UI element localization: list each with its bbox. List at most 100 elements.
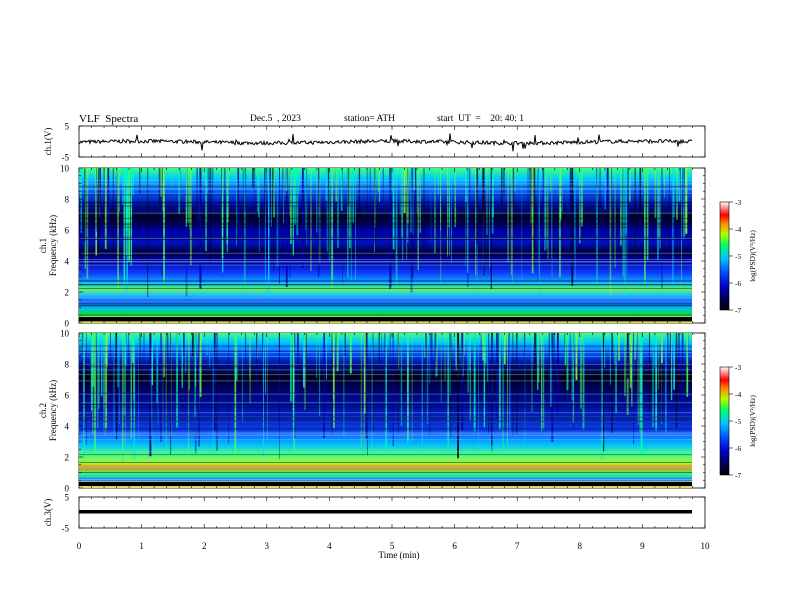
sferic-streak	[490, 168, 492, 290]
ch1-colorbar-tick-label: -4	[735, 225, 741, 234]
sferic-streak	[461, 333, 464, 431]
sferic-streak	[207, 168, 210, 253]
tone-line	[79, 412, 692, 414]
sferic-streak	[435, 333, 437, 377]
sferic-streak	[574, 168, 576, 253]
tone-line	[79, 212, 692, 214]
sferic-streak	[286, 168, 288, 191]
sferic-streak	[457, 333, 459, 459]
sferic-streak	[296, 333, 299, 393]
tone-line	[79, 403, 692, 405]
tone-line	[79, 302, 692, 304]
sferic-streak	[271, 168, 272, 227]
sferic-streak	[541, 333, 543, 431]
sferic-streak	[545, 168, 546, 240]
sferic-streak	[467, 333, 469, 393]
sferic-streak	[258, 168, 260, 217]
sferic-streak	[178, 168, 180, 215]
sferic-streak	[216, 333, 218, 451]
tone-line	[79, 321, 692, 322]
sferic-streak	[566, 333, 569, 391]
sferic-streak	[537, 333, 540, 383]
tone-line	[79, 260, 692, 262]
sferic-streak	[342, 168, 343, 284]
sferic-streak	[279, 168, 280, 284]
sferic-streak	[498, 333, 501, 430]
sferic-streak	[130, 333, 132, 439]
tone-line	[79, 454, 692, 456]
tone-line	[79, 314, 692, 316]
sferic-streak	[611, 333, 613, 434]
sferic-streak	[533, 168, 536, 266]
sferic-streak	[538, 168, 540, 293]
sferic-streak	[205, 168, 207, 252]
sferic-streak	[661, 333, 663, 423]
sferic-streak	[395, 168, 398, 295]
sferic-streak	[556, 333, 559, 415]
sferic-streak	[103, 168, 105, 220]
tone-line	[79, 477, 692, 479]
sferic-streak	[551, 333, 554, 442]
sferic-streak	[161, 168, 163, 277]
sferic-streak	[491, 333, 494, 389]
sferic-streak	[113, 333, 115, 435]
sferic-streak	[469, 333, 471, 421]
sferic-streak	[417, 168, 419, 270]
sferic-streak	[393, 168, 395, 244]
sferic-streak	[657, 168, 659, 260]
tone-line	[79, 462, 692, 463]
sferic-streak	[344, 333, 346, 357]
sferic-streak	[160, 333, 162, 442]
tone-line	[79, 364, 692, 366]
sferic-streak	[467, 168, 469, 273]
sferic-streak	[292, 333, 294, 439]
ch2-colorbar-tick-label: -3	[735, 363, 741, 372]
sferic-streak	[92, 333, 95, 387]
tone-line	[79, 366, 692, 368]
sferic-streak	[335, 168, 337, 202]
sferic-streak	[524, 333, 526, 445]
sferic-streak	[685, 168, 688, 234]
sferic-streak	[325, 168, 328, 201]
sferic-streak	[634, 168, 636, 249]
sferic-streak	[176, 333, 178, 428]
sferic-streak	[188, 333, 190, 390]
ch1-y-axis-label: ch.1(V)	[43, 128, 53, 156]
sferic-streak	[385, 333, 387, 452]
tone-line	[79, 439, 692, 441]
sferic-streak	[531, 333, 533, 413]
sferic-streak	[196, 168, 198, 242]
sferic-streak	[640, 333, 643, 410]
tone-line	[79, 222, 692, 224]
ch1-colorbar-tick-label: -3	[735, 198, 741, 207]
ch3-y-tick-label: -5	[62, 524, 70, 534]
sferic-streak	[365, 333, 367, 439]
sferic-streak	[440, 333, 442, 403]
ch1-freq-axis-label: Frequency (kHz)	[48, 215, 58, 276]
sferic-streak	[475, 168, 477, 276]
sferic-streak	[181, 333, 183, 388]
ch2-channel-label: ch.2	[38, 403, 48, 418]
sferic-streak	[678, 168, 681, 202]
sferic-streak	[482, 168, 485, 277]
sferic-streak	[257, 168, 259, 212]
sferic-streak	[236, 168, 238, 246]
sferic-streak	[604, 333, 606, 368]
sferic-streak	[491, 333, 493, 446]
sferic-streak	[487, 333, 489, 382]
x-tick-label: 3	[265, 541, 270, 551]
sferic-streak	[486, 168, 488, 235]
ch2-colorbar-tick-label: -4	[735, 390, 741, 399]
sferic-streak	[82, 333, 84, 358]
sferic-streak	[157, 333, 159, 425]
tone-line	[79, 352, 692, 353]
sferic-streak	[629, 168, 631, 203]
ch2-colorbar	[719, 366, 730, 476]
sferic-streak	[649, 333, 650, 412]
sferic-streak	[117, 333, 119, 388]
sferic-streak	[512, 168, 513, 283]
sferic-streak	[378, 333, 380, 363]
station-label: station= ATH	[344, 114, 396, 124]
sferic-streak	[130, 168, 132, 266]
